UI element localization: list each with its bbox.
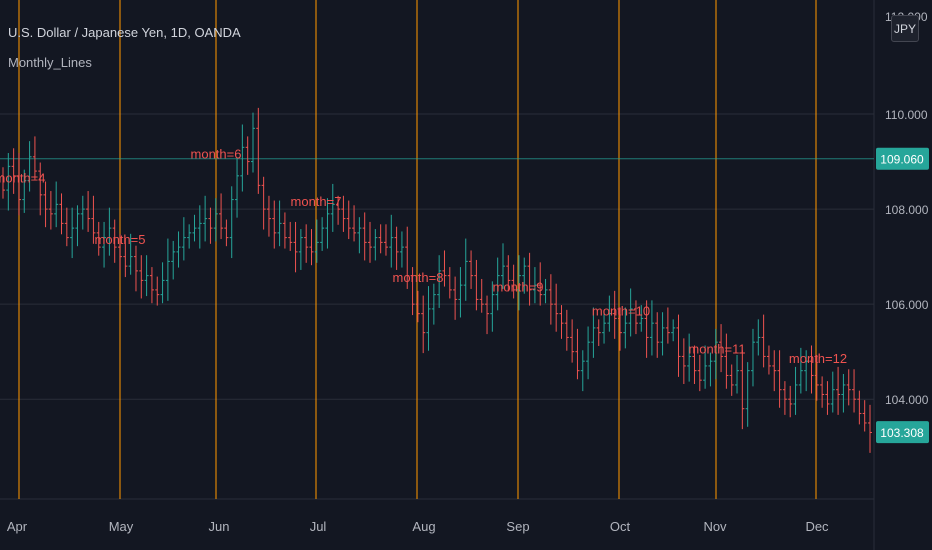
month-label: month=9 xyxy=(493,280,544,295)
indicator-name[interactable]: Monthly_Lines xyxy=(8,55,92,70)
currency-button[interactable]: JPY xyxy=(891,15,919,42)
symbol-title[interactable]: U.S. Dollar / Japanese Yen, 1D, OANDA xyxy=(8,25,241,40)
x-tick-label: May xyxy=(109,519,134,534)
y-tick-label: 104.000 xyxy=(885,393,929,407)
x-tick-label: Dec xyxy=(805,519,829,534)
x-tick-label: Sep xyxy=(506,519,529,534)
last-price-badge-bg xyxy=(876,421,929,444)
x-tick-label: Jun xyxy=(209,519,230,534)
month-label: month=4 xyxy=(0,170,45,185)
x-tick-label: Oct xyxy=(610,519,631,534)
reference-price-badge-bg xyxy=(876,147,929,170)
month-label: month=7 xyxy=(291,194,342,209)
y-tick-label: 106.000 xyxy=(885,298,929,312)
x-tick-label: Aug xyxy=(412,519,435,534)
month-label: month=10 xyxy=(592,303,650,318)
y-tick-label: 110.000 xyxy=(885,108,928,122)
x-tick-label: Apr xyxy=(7,519,28,534)
reference-price-badge: 109.060 xyxy=(880,153,924,167)
month-label: month=8 xyxy=(393,270,444,285)
x-tick-label: Jul xyxy=(310,519,327,534)
x-tick-label: Nov xyxy=(703,519,727,534)
last-price-badge: 103.308 xyxy=(880,426,924,440)
month-label: month=11 xyxy=(688,341,745,356)
y-tick-label: 108.000 xyxy=(885,203,929,217)
month-label: month=12 xyxy=(789,351,847,366)
month-label: month=5 xyxy=(95,232,146,247)
chart-legend: U.S. Dollar / Japanese Yen, 1D, OANDA Mo… xyxy=(8,24,241,72)
month-label: month=6 xyxy=(191,147,242,162)
